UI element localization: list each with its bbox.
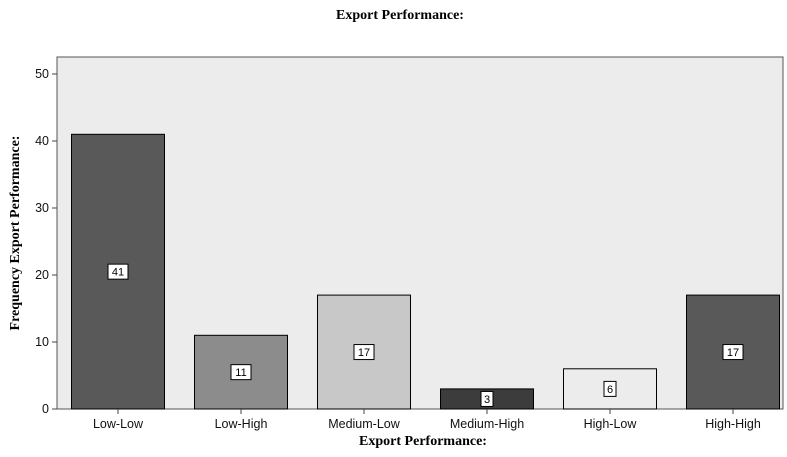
- y-tick-label: 40: [35, 134, 49, 148]
- x-tick-label: High-High: [705, 417, 761, 431]
- data-label: 3: [484, 394, 490, 406]
- y-axis-label: Frequency Export Performance:: [8, 136, 23, 331]
- x-tick-label: High-Low: [584, 417, 638, 431]
- y-axis: 0 10 20 30 40 50: [35, 67, 57, 416]
- y-tick-label: 50: [35, 67, 49, 81]
- y-tick-label: 30: [35, 201, 49, 215]
- x-tick-label: Low-Low: [93, 417, 144, 431]
- data-label: 17: [727, 347, 739, 359]
- data-label: 6: [607, 384, 613, 396]
- y-tick-label: 0: [42, 402, 49, 416]
- x-tick-label: Low-High: [215, 417, 268, 431]
- data-label: 17: [358, 347, 370, 359]
- x-axis: Low-Low Low-High Medium-Low Medium-High High…: [93, 409, 761, 431]
- data-label: 11: [235, 367, 246, 379]
- data-label: 41: [112, 267, 124, 279]
- chart-title: Export Performance:: [336, 8, 464, 23]
- x-tick-label: Medium-High: [450, 417, 524, 431]
- plot-area: [57, 57, 783, 409]
- y-tick-label: 20: [35, 268, 49, 282]
- y-tick-label: 10: [35, 335, 49, 349]
- x-axis-label: Export Performance:: [359, 434, 487, 449]
- x-tick-label: Medium-Low: [328, 417, 401, 431]
